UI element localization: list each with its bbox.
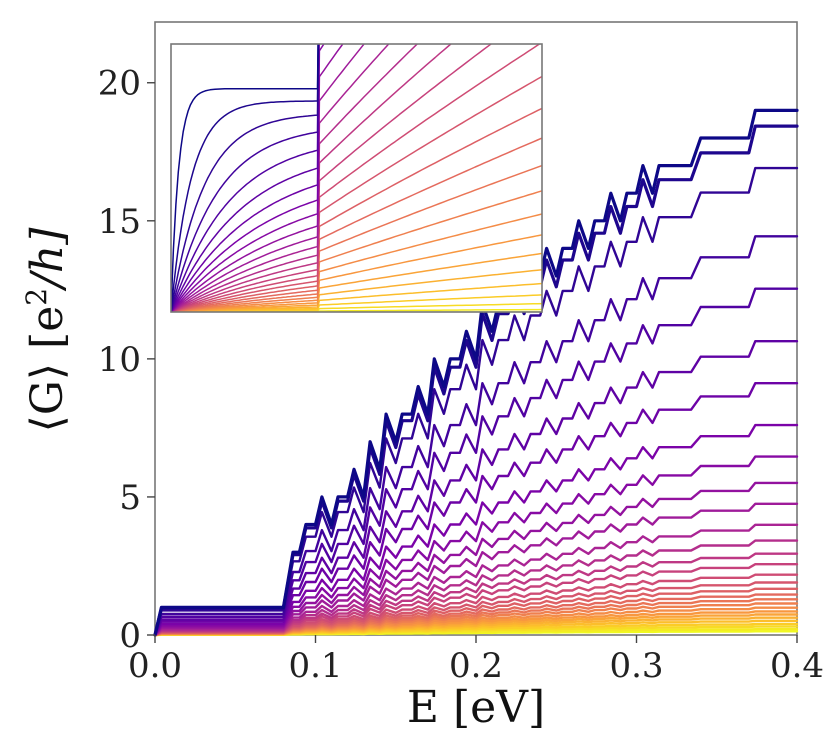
series-line bbox=[153, 581, 799, 637]
x-axis-label: E [eV] bbox=[407, 682, 545, 733]
series-line bbox=[153, 382, 799, 637]
inset-series-line bbox=[171, 44, 390, 312]
inset-series-line bbox=[171, 234, 542, 312]
x-tick-label: 0.3 bbox=[609, 646, 663, 686]
inset-series-line bbox=[171, 44, 419, 312]
inset-series-line bbox=[171, 44, 320, 312]
series-line bbox=[153, 573, 799, 637]
series-line bbox=[153, 287, 799, 637]
series-line bbox=[153, 552, 799, 637]
inset-series-line bbox=[171, 44, 320, 312]
series-line bbox=[153, 563, 799, 637]
series-line bbox=[153, 235, 799, 637]
inset-series-line bbox=[171, 44, 320, 312]
inset-series-line bbox=[171, 44, 366, 312]
series-line bbox=[153, 523, 799, 637]
series-line bbox=[153, 593, 799, 637]
series-line bbox=[153, 455, 799, 637]
inset-series-line bbox=[171, 44, 453, 312]
y-axis-ticks: 0 5 10 15 20 bbox=[98, 64, 155, 656]
y-tick-label: 0 bbox=[119, 616, 141, 656]
series-line bbox=[153, 340, 799, 637]
series-line bbox=[153, 166, 799, 637]
y-axis-label-prefix: ⟨G⟩ [e bbox=[22, 306, 73, 433]
series-line bbox=[153, 539, 799, 637]
main-series-group bbox=[153, 108, 799, 637]
y-tick-label: 20 bbox=[98, 64, 141, 104]
y-tick-label: 10 bbox=[98, 340, 141, 380]
inset-series-line bbox=[171, 213, 542, 312]
series-line bbox=[153, 481, 799, 637]
inset-frame bbox=[170, 43, 543, 313]
y-axis-label-suffix: /h] bbox=[22, 227, 73, 292]
inset-series-line bbox=[171, 252, 542, 312]
inset-series-line bbox=[171, 44, 344, 312]
y-axis-label-superscript: 2 bbox=[20, 288, 53, 306]
y-axis-label: ⟨G⟩ [e2/h] bbox=[20, 227, 73, 433]
inset-series-line bbox=[171, 44, 319, 312]
inset-series-line bbox=[171, 190, 542, 312]
inset-series-group bbox=[171, 44, 542, 312]
inset-series-line bbox=[171, 44, 319, 312]
x-tick-label: 0.0 bbox=[128, 646, 182, 686]
series-line bbox=[153, 423, 799, 637]
x-axis-ticks: 0.0 0.1 0.2 0.3 0.4 bbox=[128, 635, 824, 686]
inset-series-line bbox=[171, 75, 542, 312]
inset-series-line bbox=[171, 44, 320, 312]
y-tick-label: 5 bbox=[119, 478, 141, 518]
inset-series-line bbox=[171, 137, 542, 312]
inset-series-line bbox=[171, 44, 541, 312]
inset-series-line bbox=[171, 107, 542, 312]
x-tick-label: 0.1 bbox=[288, 646, 342, 686]
inset-series-line bbox=[171, 44, 493, 312]
inset-series-line bbox=[171, 44, 320, 312]
series-line bbox=[153, 587, 799, 637]
inset-series-line bbox=[171, 44, 325, 312]
inset-series-line bbox=[171, 44, 319, 312]
x-tick-label: 0.2 bbox=[449, 646, 503, 686]
series-line bbox=[153, 502, 799, 637]
y-tick-label: 15 bbox=[98, 202, 141, 242]
x-tick-label: 0.4 bbox=[770, 646, 824, 686]
inset-series-line bbox=[171, 164, 542, 312]
